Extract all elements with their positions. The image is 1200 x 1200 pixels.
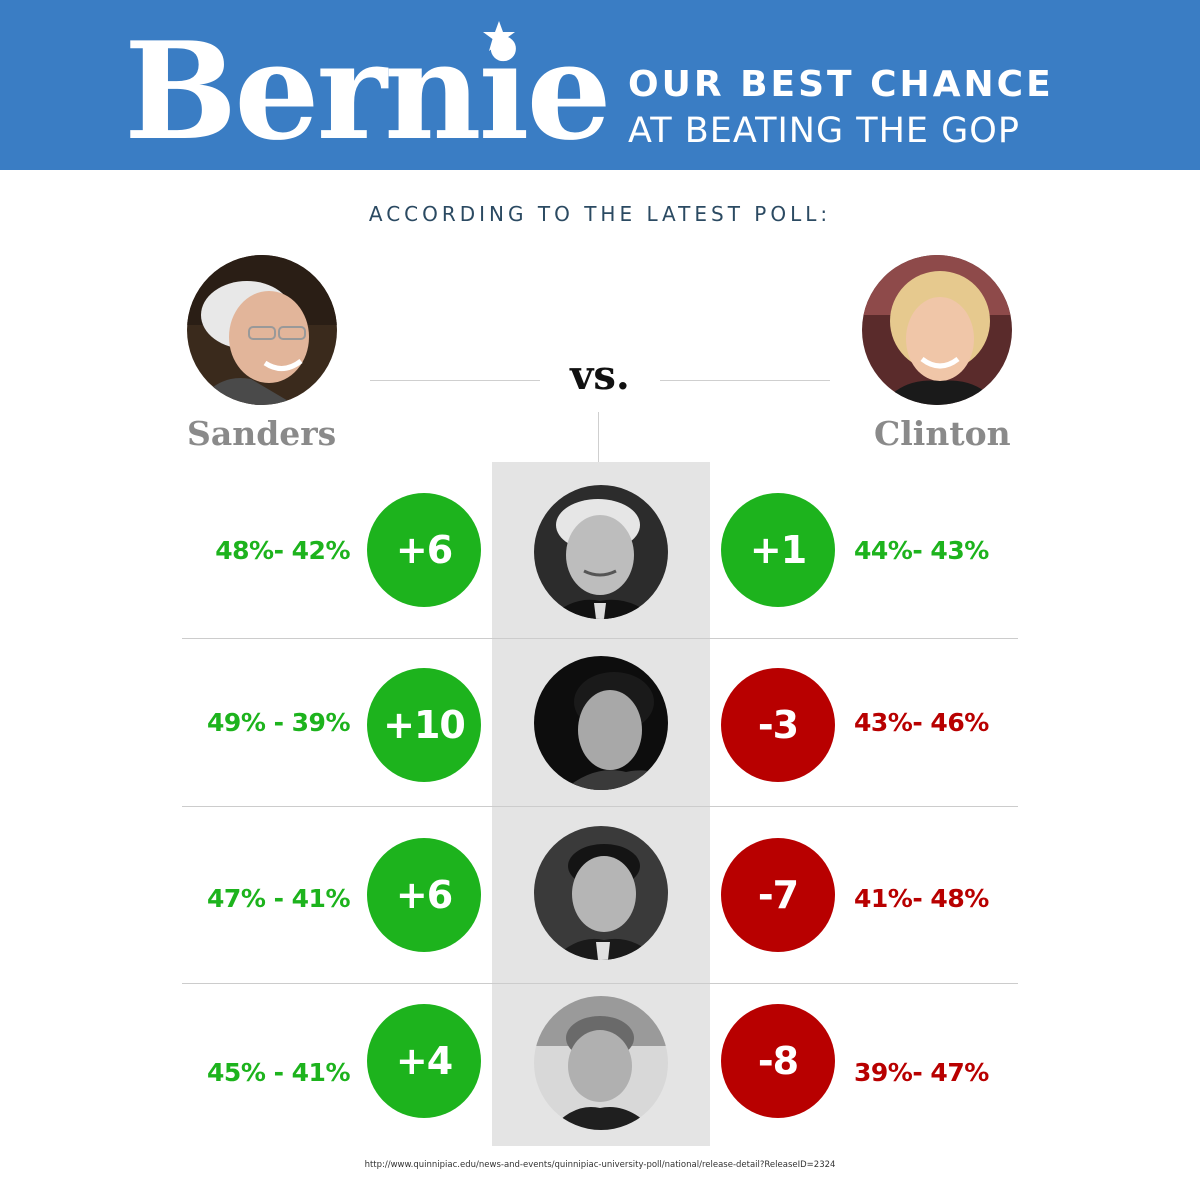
clinton-poll-result: 44%- 43% — [854, 536, 989, 565]
tagline-line1: OUR BEST CHANCE — [628, 64, 1054, 105]
subtitle: ACCORDING TO THE LATEST POLL: — [368, 202, 832, 226]
sanders-poll-result: 48%- 42% — [215, 536, 350, 565]
clinton-name: Clinton — [874, 414, 1011, 453]
vs-rule-down — [598, 412, 599, 464]
star-icon — [483, 21, 515, 51]
clinton-poll-result: 41%- 48% — [854, 884, 989, 913]
source-link[interactable]: http://www.quinnipiac.edu/news-and-event… — [364, 1160, 836, 1170]
row-divider — [182, 806, 1018, 807]
row-divider — [182, 638, 1018, 639]
vs-rule-left — [370, 380, 540, 381]
sanders-margin-badge: +10 — [367, 668, 481, 782]
clinton-margin-badge: -7 — [721, 838, 835, 952]
header-banner: Bernie OUR BEST CHANCE AT BEATING THE GO… — [0, 0, 1200, 170]
sanders-name: Sanders — [187, 414, 337, 453]
clinton-poll-result: 39%- 47% — [854, 1058, 989, 1087]
opponent-portrait — [534, 485, 668, 619]
sanders-poll-result: 49% - 39% — [207, 708, 350, 737]
sanders-margin-badge: +4 — [367, 1004, 481, 1118]
opponent-portrait — [534, 996, 668, 1130]
vs-rule-right — [660, 380, 830, 381]
clinton-poll-result: 43%- 46% — [854, 708, 989, 737]
vs-label: vs. — [570, 352, 630, 399]
sanders-margin-badge: +6 — [367, 493, 481, 607]
sanders-poll-result: 47% - 41% — [207, 884, 350, 913]
sanders-poll-result: 45% - 41% — [207, 1058, 350, 1087]
bernie-logo-text: Bernie — [124, 12, 612, 170]
opponent-portrait — [534, 826, 668, 960]
clinton-margin-badge: +1 — [721, 493, 835, 607]
clinton-portrait — [862, 255, 1012, 405]
clinton-margin-badge: -8 — [721, 1004, 835, 1118]
clinton-margin-badge: -3 — [721, 668, 835, 782]
sanders-margin-badge: +6 — [367, 838, 481, 952]
row-divider — [182, 983, 1018, 984]
tagline-line2: AT BEATING THE GOP — [628, 111, 1020, 151]
sanders-portrait — [187, 255, 337, 405]
opponent-portrait — [534, 656, 668, 790]
